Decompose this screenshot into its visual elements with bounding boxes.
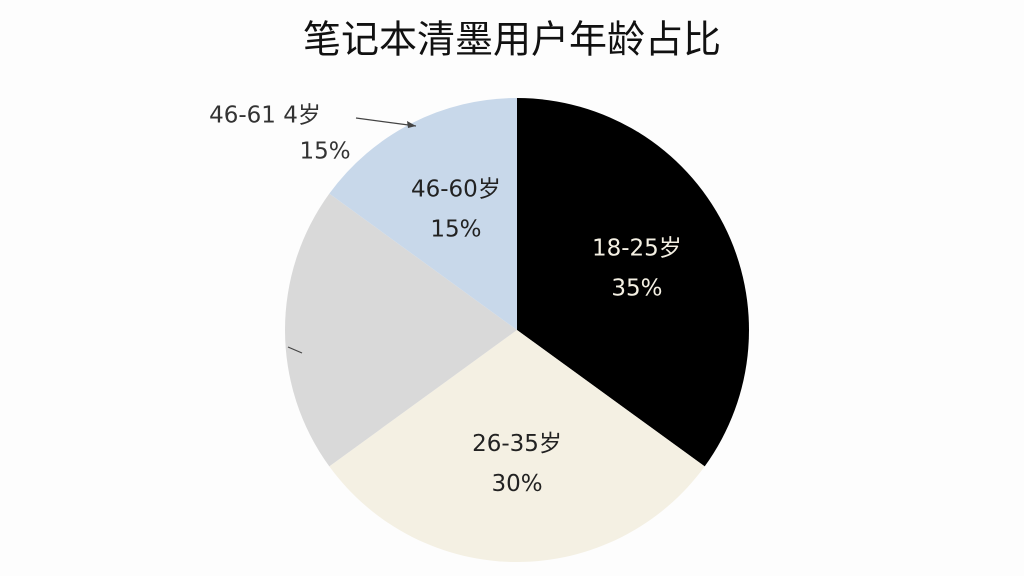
arrow-head: [407, 121, 416, 128]
pie-slice: [517, 98, 749, 467]
stray-arrow: [287, 346, 303, 354]
slice-value-label: 15%: [430, 217, 481, 243]
slice-value-label: 35%: [611, 275, 662, 301]
annotation: 46-61 4岁: [209, 103, 321, 129]
pie-slice: [329, 330, 705, 562]
slice-label: 46-60岁: [411, 177, 501, 203]
annotation: 15%: [299, 139, 350, 165]
slice-label: 18-25岁: [592, 235, 682, 261]
chart-title: 笔记本清墨用户年龄占比: [303, 18, 721, 62]
pie-slice: [329, 98, 517, 330]
pie: [285, 98, 749, 562]
pie-slice: [285, 193, 517, 467]
slice-value-label: 30%: [491, 471, 542, 497]
annotation-arrow: [355, 117, 417, 127]
slice-label: 26-35岁: [472, 431, 562, 457]
